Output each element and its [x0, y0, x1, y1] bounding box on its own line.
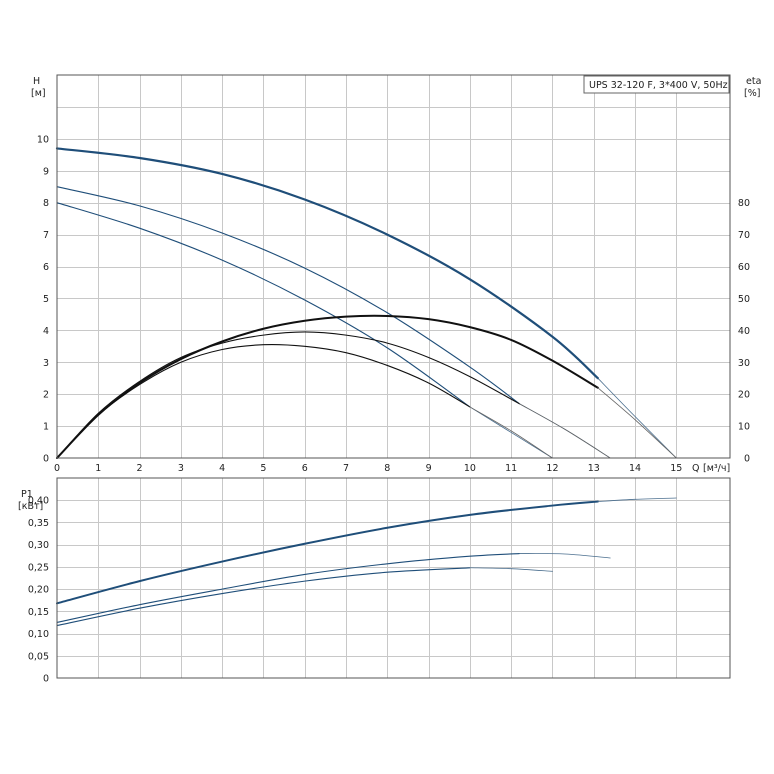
- flow-axis-label: Q: [692, 463, 699, 474]
- power-tick-label: 0,25: [28, 562, 49, 573]
- x-tick-label: 3: [178, 463, 184, 474]
- x-tick-label: 1: [95, 463, 101, 474]
- head-curve: [55, 147, 599, 380]
- x-tick-label: 10: [464, 463, 476, 474]
- head-eta-tick-labels: 0 1 2 3 4 5 6 7 8 9 10 11 12 13 14 15012345678910010203…: [37, 134, 750, 474]
- eta-tick-label: 80: [738, 198, 750, 209]
- x-tick-label: 6: [302, 463, 308, 474]
- head-axis-label: H: [33, 76, 40, 87]
- eta-ext-curve: [597, 387, 677, 459]
- power-tick-label: 0,30: [28, 540, 49, 551]
- head-tick-label: 3: [43, 358, 49, 369]
- head-tick-label: 7: [43, 230, 49, 241]
- head-axis-unit: [м]: [31, 88, 46, 99]
- power-plot-frame: [56, 477, 731, 679]
- power-axis-label: P1: [21, 489, 33, 500]
- x-tick-label: 8: [384, 463, 390, 474]
- power-tick-label: 0,10: [28, 629, 49, 640]
- power-tick-label: 0,40: [28, 496, 49, 507]
- head-tick-label: 2: [43, 390, 49, 401]
- eta-tick-label: 70: [738, 230, 750, 241]
- flow-axis-unit: [м³/ч]: [703, 463, 730, 474]
- x-tick-label: 11: [505, 463, 517, 474]
- x-tick-label: 12: [546, 463, 558, 474]
- head-eta-grid: [57, 75, 730, 458]
- power-curve: [56, 567, 471, 627]
- head-eta-curves: [55, 147, 677, 459]
- eta-tick-label: 60: [738, 262, 750, 273]
- eta-tick-label: 50: [738, 294, 750, 305]
- power-grid: [57, 478, 730, 678]
- power-tick-label: 0: [43, 674, 49, 685]
- head-tick-label: 9: [43, 166, 49, 177]
- power-tick-labels: 0 0,05 0,10 0,15 0,20 0,25 0,30 0,35 0,40: [28, 496, 49, 685]
- head-ext-curve: [597, 377, 677, 459]
- eta-tick-label: 40: [738, 326, 750, 337]
- power-ext-curve: [597, 497, 677, 502]
- eta-tick-label: 10: [738, 422, 750, 433]
- head-tick-label: 1: [43, 422, 49, 433]
- power-tick-label: 0,15: [28, 607, 49, 618]
- head-tick-label: 5: [43, 294, 49, 305]
- power-tick-label: 0,05: [28, 651, 49, 662]
- eta-curve: [56, 343, 471, 459]
- x-tick-label: 14: [629, 463, 641, 474]
- x-tick-label: 7: [343, 463, 349, 474]
- power-ext-curve: [519, 553, 611, 559]
- eta-curve: [56, 314, 599, 459]
- eta-tick-label: 0: [744, 454, 750, 465]
- x-tick-label: 13: [588, 463, 600, 474]
- eta-ext-curve: [519, 403, 611, 459]
- head-curve: [56, 186, 520, 405]
- x-tick-label: 5: [260, 463, 266, 474]
- head-ext-curve: [519, 403, 611, 459]
- x-tick-label: 4: [219, 463, 225, 474]
- eta-ext-curve: [469, 406, 553, 459]
- power-curve: [56, 553, 520, 623]
- power-curves: [56, 497, 677, 627]
- power-tick-label: 0,20: [28, 585, 49, 596]
- head-tick-label: 0: [43, 454, 49, 465]
- power-axis-unit: [кВт]: [18, 501, 43, 512]
- power-ext-curve: [469, 567, 553, 572]
- power-tick-label: 0,35: [28, 518, 49, 529]
- head-curve: [56, 202, 471, 408]
- eta-axis-label: eta: [746, 76, 761, 87]
- eta-curve: [56, 331, 520, 459]
- eta-tick-label: 30: [738, 358, 750, 369]
- head-tick-label: 4: [43, 326, 49, 337]
- x-tick-label: 0: [54, 463, 60, 474]
- x-tick-label: 9: [426, 463, 432, 474]
- head-tick-label: 6: [43, 262, 49, 273]
- power-curve: [56, 500, 599, 605]
- head-tick-label: 8: [43, 198, 49, 209]
- head-tick-label: 10: [37, 134, 49, 145]
- x-tick-label: 2: [137, 463, 143, 474]
- head-plot-frame: [56, 74, 731, 459]
- eta-tick-label: 20: [738, 390, 750, 401]
- chart-title-box: [583, 75, 730, 94]
- x-tick-label: 15: [670, 463, 682, 474]
- eta-axis-unit: [%]: [744, 88, 760, 99]
- chart-title: UPS 32-120 F, 3*400 V, 50Hz: [589, 80, 728, 91]
